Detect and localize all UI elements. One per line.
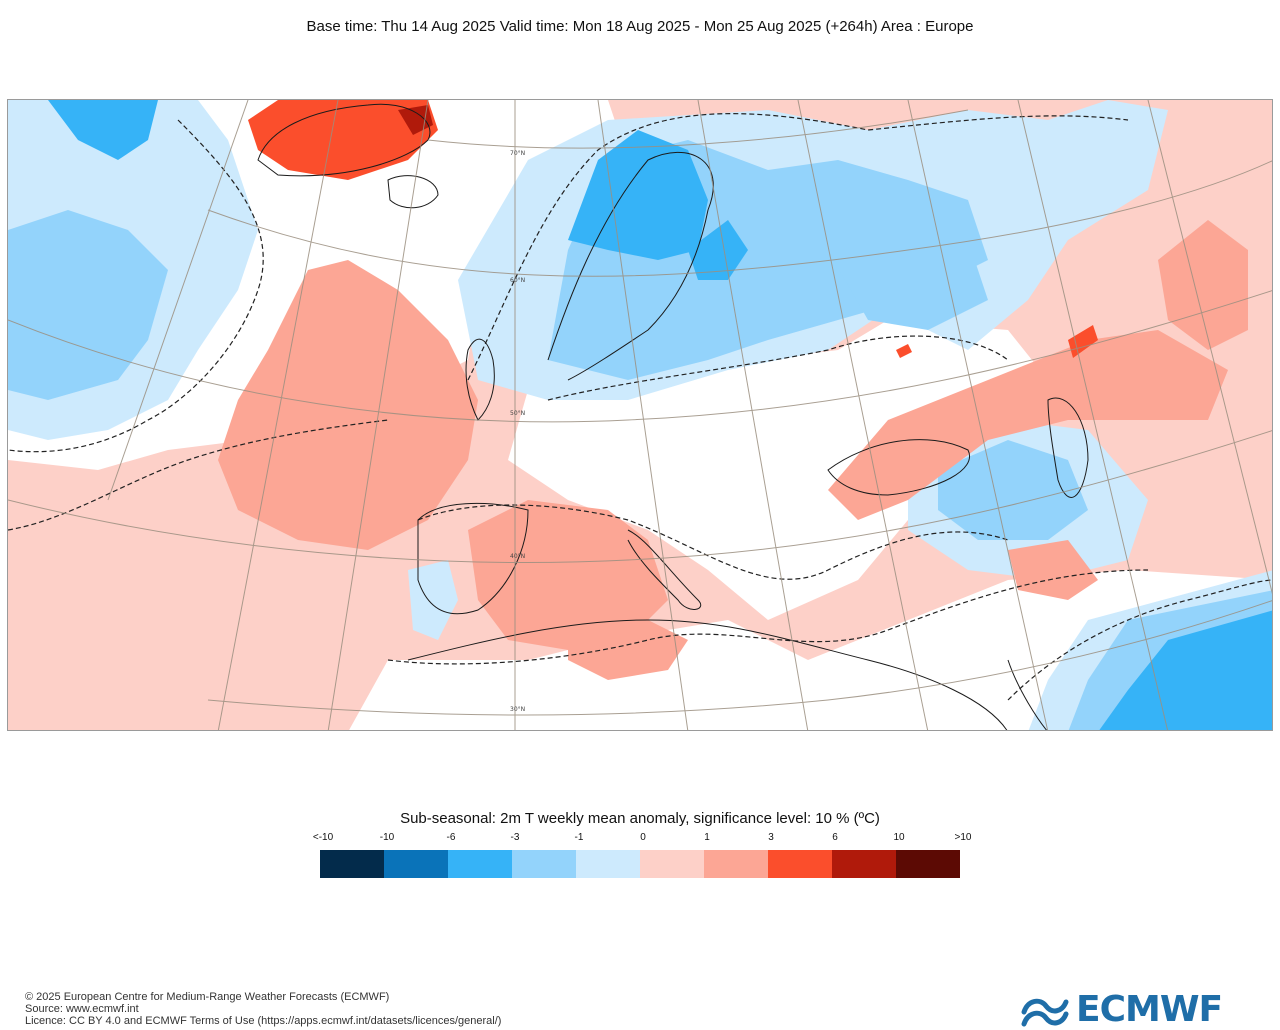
warm-strong-greenland — [248, 100, 438, 180]
parallel-60 — [207, 160, 1272, 277]
footer-copyright: © 2025 European Centre for Medium-Range … — [25, 991, 390, 1003]
parallel-30 — [207, 600, 1272, 716]
coast-greenland — [257, 103, 431, 177]
lat-label-40: 40°N — [510, 553, 525, 560]
parallel-50 — [8, 290, 1272, 423]
warm-mid-black-sea — [828, 330, 1228, 520]
legend-title: Sub-seasonal: 2m T weekly mean anomaly, … — [400, 810, 880, 827]
meridian-e20 — [697, 100, 809, 730]
footer-source: Source: www.ecmwf.int — [25, 1003, 139, 1015]
anomaly-map[interactable]: 70°N 60°N 50°N 40°N 30°N — [7, 99, 1273, 731]
anomaly-map-svg: 70°N 60°N 50°N 40°N 30°N — [8, 100, 1272, 730]
warm-strong-caucasus — [896, 344, 912, 358]
legend-labels: <-10 -10 -6 -3 -1 0 1 3 6 10 >10 — [313, 832, 972, 848]
ecmwf-logo-text: ECMWF — [1076, 989, 1223, 1030]
lat-label-70: 70°N — [510, 150, 525, 157]
legend-swatch — [384, 850, 448, 878]
lat-label-60: 60°N — [510, 277, 525, 284]
cool-mid-russia-east — [828, 220, 988, 330]
legend-label: 0 — [640, 832, 646, 843]
warm-strong-caspian — [1068, 325, 1098, 358]
contour-north-atlantic — [8, 119, 264, 453]
parallel-40 — [8, 430, 1272, 563]
contour-southeast — [1007, 579, 1272, 701]
lat-label-30: 30°N — [510, 706, 525, 713]
color-legend: <-10 -10 -6 -3 -1 0 1 3 6 10 >10 — [313, 832, 972, 880]
coast-caspian — [1047, 397, 1089, 498]
contour-scandinavia — [467, 113, 1129, 381]
meridian-w10 — [327, 100, 429, 730]
coast-iceland — [387, 175, 439, 209]
cool-mid-atlantic — [8, 210, 168, 400]
legend-swatch — [768, 850, 832, 878]
legend-swatch — [576, 850, 640, 878]
footer: © 2025 European Centre for Medium-Range … — [25, 991, 501, 1027]
cool-mid-turkey — [938, 440, 1088, 540]
contour-mediterranean — [417, 504, 1009, 580]
warm-mid-middle-east — [1008, 540, 1098, 600]
legend-label: 10 — [893, 832, 905, 843]
coast-british-isles — [465, 338, 495, 421]
legend-label: <-10 — [312, 832, 334, 843]
ecmwf-logo-icon — [1021, 998, 1069, 1027]
legend-swatch — [896, 850, 960, 878]
hot-greenland — [398, 105, 433, 135]
meridian-e10 — [597, 100, 689, 730]
meridian-w30 — [107, 100, 249, 501]
legend-swatch — [640, 850, 704, 878]
coast-red-sea — [1007, 659, 1048, 730]
legend-label: 3 — [768, 832, 774, 843]
legend-swatch — [512, 850, 576, 878]
contour-south — [387, 569, 1149, 665]
chart-header: Base time: Thu 14 Aug 2025 Valid time: M… — [306, 18, 974, 35]
contour-central-europe — [547, 335, 1009, 401]
footer-licence[interactable]: Licence: CC BY 4.0 and ECMWF Terms of Us… — [25, 1015, 502, 1027]
ecmwf-logo: ECMWF — [1016, 990, 1266, 1030]
meridian-e40 — [907, 100, 1049, 730]
legend-label: -6 — [446, 832, 456, 843]
legend-swatch — [320, 850, 384, 878]
legend-swatch — [448, 850, 512, 878]
meridian-w20 — [217, 100, 339, 730]
latitude-labels: 70°N 60°N 50°N 40°N 30°N — [510, 150, 525, 713]
neutral-zone-south — [349, 570, 1272, 730]
legend-swatch — [704, 850, 768, 878]
cool-weak-iberia-coast — [408, 560, 458, 640]
coastlines — [257, 103, 1089, 730]
legend-label: -10 — [379, 832, 395, 843]
legend-label: 1 — [704, 832, 710, 843]
cool-strong-southeast — [1099, 610, 1272, 730]
legend-label: -1 — [574, 832, 584, 843]
legend-label: -3 — [510, 832, 520, 843]
lat-label-50: 50°N — [510, 410, 525, 417]
legend-label: >10 — [954, 832, 972, 843]
warm-mid-central-asia — [1158, 220, 1248, 350]
meridian-e30 — [797, 100, 929, 730]
coast-italy — [627, 529, 701, 610]
legend-swatch — [832, 850, 896, 878]
cool-strong-greenland-sea — [48, 100, 158, 160]
warm-mid-atlantic — [218, 260, 478, 550]
graticule — [8, 100, 1272, 730]
legend-label: 6 — [832, 832, 838, 843]
coast-iberia — [417, 503, 529, 615]
meridian-e60 — [1147, 100, 1272, 595]
legend-color-bar — [320, 850, 960, 878]
coast-black-sea — [827, 439, 971, 496]
cool-strong-finland — [688, 220, 748, 280]
meridian-e50 — [1017, 100, 1169, 730]
